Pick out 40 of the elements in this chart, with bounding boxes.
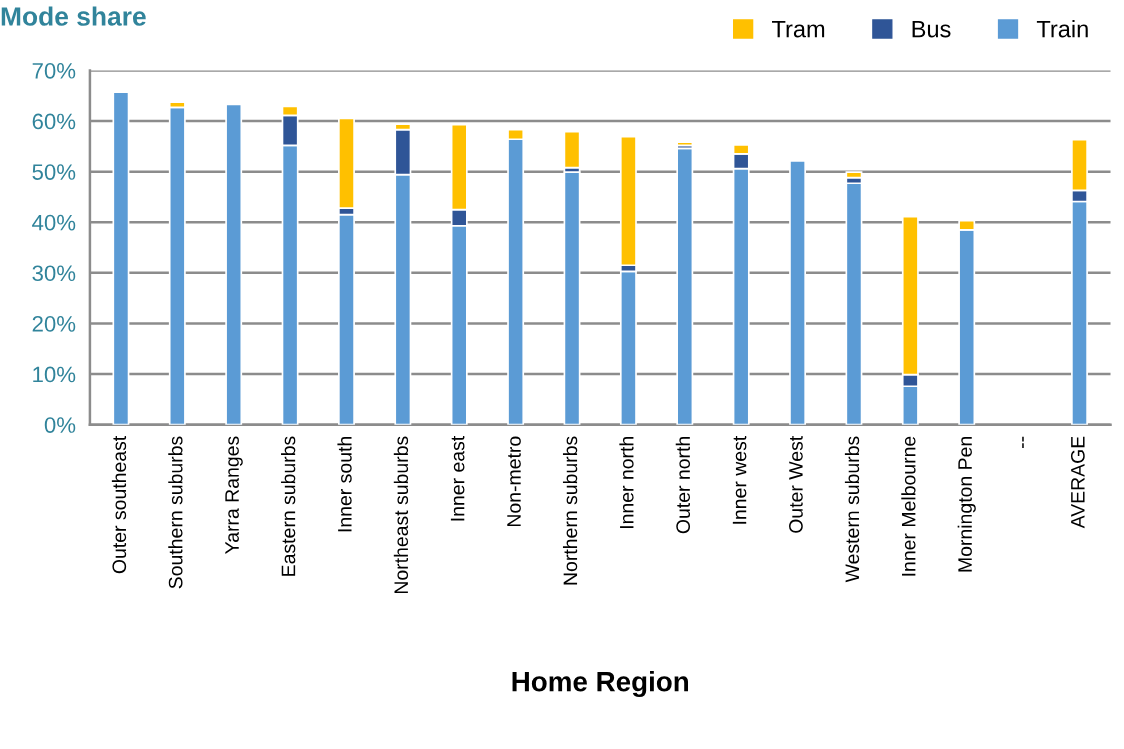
x-axis-title: Home Region [512, 671, 689, 698]
bar [676, 147, 694, 425]
x-tick-label: Inner east [450, 435, 465, 521]
y-tick-label: 60% [32, 113, 76, 130]
x-tick-label: Inner north [619, 437, 634, 529]
x-tick-label: Outer West [789, 435, 803, 533]
x-tick-label: Outer north [675, 437, 691, 534]
x-tick-label: Western suburbs [844, 436, 860, 583]
x-tick-label: AVERAGE [1070, 436, 1085, 529]
chart-title: Mode share [1, 6, 146, 26]
y-tick-label: 30% [32, 265, 76, 282]
y-tick-label: 70% [32, 62, 76, 79]
x-tick-label: -- [1022, 436, 1024, 448]
y-tick-label: 40% [32, 214, 76, 231]
x-tick-label: Northeast suburbs [393, 436, 409, 594]
y-tick-label: 0% [44, 417, 76, 433]
legend-label: Tram [772, 20, 825, 38]
x-tick-label: Yarra Ranges [225, 436, 243, 554]
bar [789, 160, 807, 425]
bar [563, 130, 581, 169]
bar [619, 270, 637, 425]
y-tick-label: 50% [32, 164, 76, 180]
x-tick-label: Non-metro [507, 436, 521, 527]
x-tick-label: Inner Melbourne [901, 436, 916, 576]
x-tick-label: Eastern suburbs [281, 436, 296, 576]
legend-label: Bus [912, 20, 951, 38]
x-tick-label: Outer southeast [111, 435, 127, 574]
bar [225, 103, 243, 425]
x-tick-label: Inner south [337, 437, 352, 532]
x-tick-label: Northern suburbs [562, 436, 578, 585]
x-tick-label: Southern suburbs [168, 436, 183, 589]
bar [563, 171, 581, 425]
bar [112, 91, 130, 425]
legend-label: Train [1036, 20, 1088, 38]
y-tick-label: 20% [32, 316, 76, 332]
bar [845, 182, 863, 425]
x-tick-label: Mornington Pen [957, 437, 976, 572]
y-tick-label: 10% [33, 366, 76, 383]
x-tick-label: Inner west [732, 435, 747, 524]
bar [338, 213, 355, 425]
